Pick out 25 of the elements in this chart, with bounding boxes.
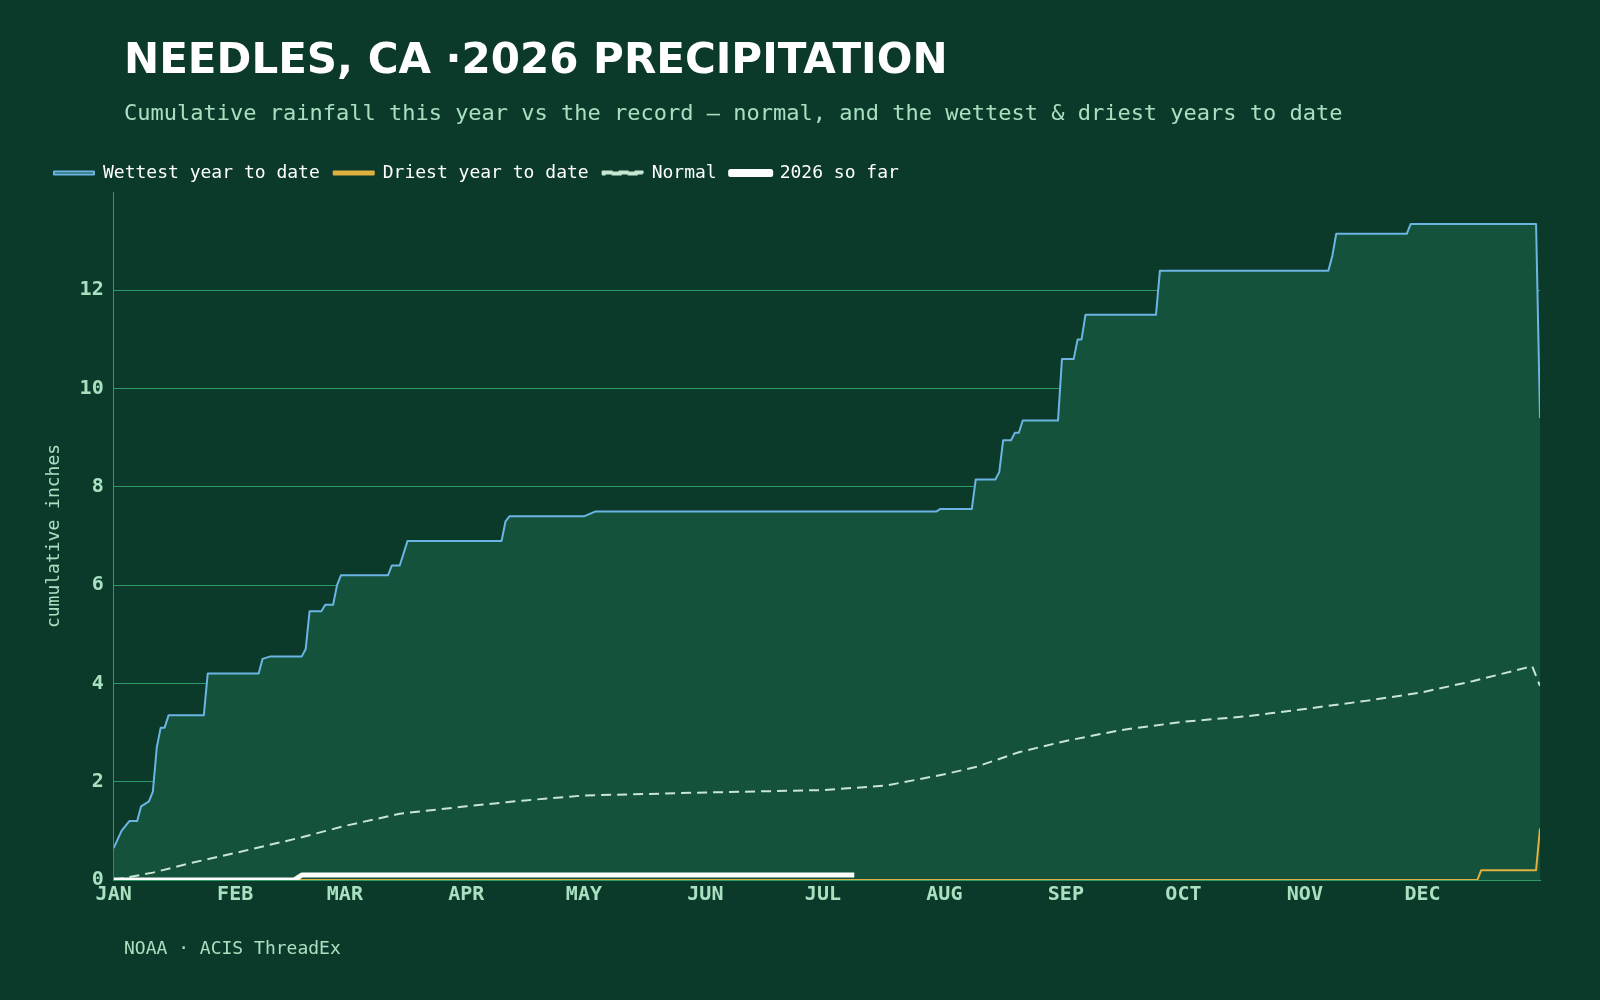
y-tick-label: 10 <box>79 374 104 399</box>
text: NOAA · ACIS ThreadEx <box>124 937 341 958</box>
x-tick-label: MAR <box>326 881 364 906</box>
legend-label: Driest year to date <box>382 160 589 182</box>
x-tick-label: SEP <box>1047 881 1084 906</box>
y-tick-label: 8 <box>91 473 104 498</box>
legend-label: Wettest year to date <box>103 160 320 182</box>
legend-label: Normal <box>651 160 717 182</box>
y-axis-title: cumulative inches <box>42 443 64 629</box>
x-tick-label: AUG <box>926 881 963 906</box>
x-tick-label: JUN <box>687 881 724 906</box>
x-tick-label: APR <box>448 881 486 906</box>
y-tick-label: 6 <box>91 571 104 596</box>
x-tick-label: MAY <box>565 881 602 906</box>
y-tick-label: 12 <box>79 276 104 301</box>
chart-subtitle: Cumulative rainfall this year vs the record — normal, and the wettest & driest years to date <box>124 100 1343 125</box>
x-tick-label: NOV <box>1286 881 1323 906</box>
x-tick-label: DEC <box>1404 881 1441 906</box>
legend-label: 2026 so far <box>779 160 900 182</box>
y-tick-label: 4 <box>91 669 104 694</box>
x-tick-label: OCT <box>1165 881 1202 906</box>
x-tick-label: FEB <box>217 881 254 906</box>
chart-title: NEEDLES, CA ·2026 PRECIPITATION <box>124 34 948 83</box>
y-tick-label: 2 <box>91 767 104 792</box>
x-tick-label: JUL <box>804 881 841 906</box>
